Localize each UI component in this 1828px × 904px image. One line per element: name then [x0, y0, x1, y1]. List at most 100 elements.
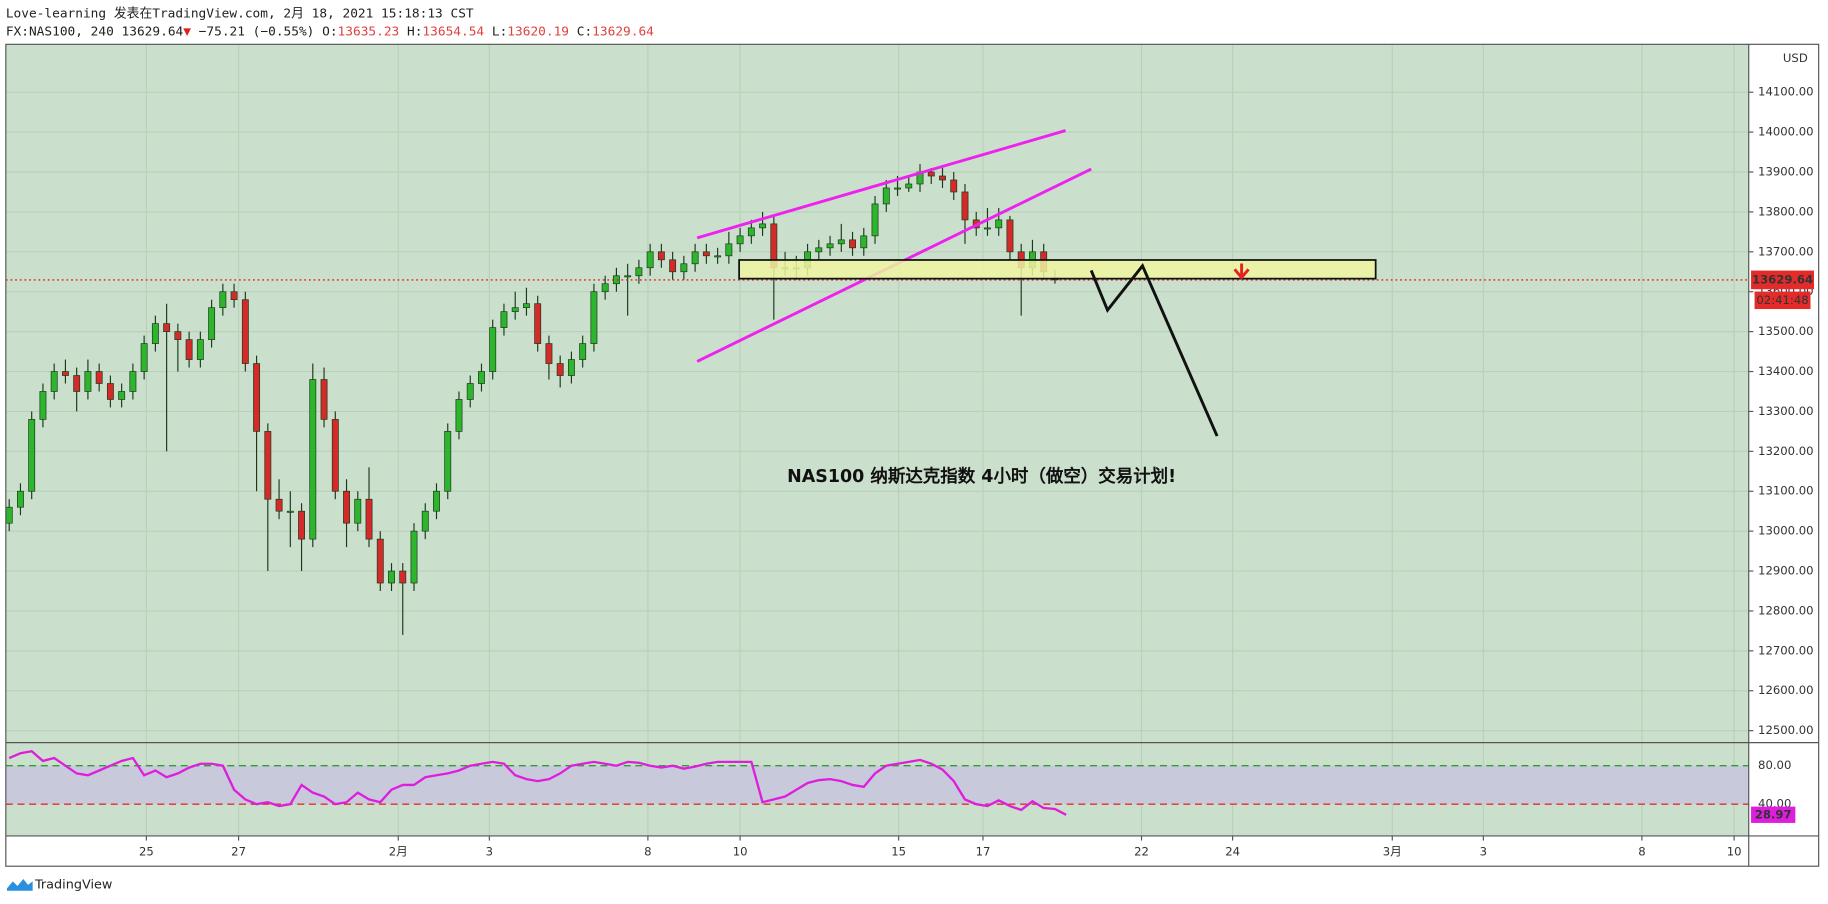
candle-body: [534, 303, 542, 344]
x-tick-label: 24: [1225, 845, 1240, 859]
candle-body: [837, 239, 845, 245]
header-part: O:: [322, 24, 337, 39]
candle-body: [174, 331, 182, 340]
candle-body: [455, 399, 463, 432]
candle-body: [196, 339, 204, 360]
candle-body: [73, 375, 81, 392]
y-tick-label: 13900.00: [1758, 165, 1814, 179]
axes: 12500.00 12600.00 12700.00 12800.00 12900.00…: [139, 85, 1815, 859]
y-tick-label: 12800.00: [1758, 603, 1814, 617]
candle-body: [950, 179, 958, 193]
y-tick-label: 13500.00: [1758, 324, 1814, 338]
y-tick-label: 12700.00: [1758, 643, 1814, 657]
candle-body: [725, 243, 733, 257]
header-part: 13654.54: [422, 24, 484, 39]
path-drawing: [1089, 263, 1219, 437]
x-tick-label: 27: [231, 845, 246, 859]
header-part: ▼: [183, 24, 191, 39]
candle-body: [871, 203, 879, 237]
y-tick-label: 13300.00: [1758, 404, 1814, 418]
header-symbol: FX:NAS100, 240 13629.64▼ −75.21 (−0.55%)…: [6, 24, 654, 39]
candle-body: [95, 371, 103, 384]
y-tick-label: 12900.00: [1758, 564, 1814, 578]
y-tick-label: 13400.00: [1758, 364, 1814, 378]
header-part: 13635.23: [338, 24, 400, 39]
candle-body: [376, 538, 384, 584]
candle-body: [185, 339, 193, 360]
candle-body: [612, 275, 620, 285]
candle-body: [61, 371, 69, 376]
candle-body: [511, 307, 519, 313]
candle-body: [635, 267, 643, 277]
header-part: 13620.19: [507, 24, 569, 39]
y-tick-label: 14100.00: [1758, 85, 1814, 99]
y-tick-label: 13100.00: [1758, 484, 1814, 498]
x-tick-label: 8: [644, 845, 651, 859]
candle-body: [230, 291, 238, 301]
plot-background: [5, 44, 1749, 836]
header-part: 13629.64: [592, 24, 654, 39]
candle-body: [702, 251, 710, 257]
rsi-label-box: [1751, 806, 1796, 823]
candle-body: [50, 371, 58, 392]
candle-body: [736, 235, 744, 245]
candle-body: [365, 498, 373, 540]
candle-body: [939, 175, 946, 181]
candle-body: [466, 383, 474, 400]
currency: USD: [1783, 51, 1808, 65]
header-part: L:: [484, 24, 507, 39]
x-tick-label: 17: [976, 845, 991, 859]
candle-body: [545, 343, 553, 364]
candle-body: [601, 283, 609, 293]
candle-body: [590, 291, 598, 344]
candle-body: [410, 530, 418, 584]
header-line: Love-learning 发表在TradingView.com, 2月 18,…: [6, 6, 474, 22]
x-tick-label: 3: [486, 845, 493, 859]
y-tick-label: 13700.00: [1758, 244, 1814, 258]
candle-body: [343, 490, 350, 524]
candle-body: [680, 263, 688, 273]
candle-body: [905, 183, 913, 189]
candle-body: [219, 291, 227, 309]
candle-body: [106, 383, 114, 400]
candle-body: [927, 171, 935, 177]
y-tick-label: 80.00: [1758, 758, 1791, 772]
candle-body: [759, 223, 767, 229]
candle-body: [331, 419, 339, 492]
candle-body: [984, 227, 991, 230]
candle-body: [657, 251, 665, 261]
countdown-box: [1754, 291, 1811, 310]
x-tick-label: 10: [1727, 845, 1742, 859]
candle-body: [826, 243, 834, 249]
candle-body: [140, 343, 148, 372]
candle-body: [253, 363, 261, 432]
y-tick-label: 13000.00: [1758, 524, 1814, 538]
header-part: H:: [399, 24, 422, 39]
logo-icon: [6, 879, 33, 891]
x-tick-label: 3: [1480, 845, 1487, 859]
candle-body: [118, 391, 126, 400]
candle-body: [691, 251, 699, 265]
y-tick-label: 13800.00: [1758, 204, 1814, 218]
candle-body: [84, 371, 92, 392]
candle-body: [894, 187, 901, 190]
candle-body: [39, 391, 47, 420]
y-tick-label: 12500.00: [1758, 723, 1814, 737]
x-tick-label: 8: [1638, 845, 1645, 859]
x-tick-label: 22: [1134, 845, 1149, 859]
candle-body: [421, 510, 429, 532]
candle-body: [129, 371, 137, 392]
arrow: [1233, 263, 1250, 280]
trend-line: [696, 129, 1066, 240]
candle-body: [286, 510, 294, 513]
candle-body: [478, 371, 485, 384]
zone-rectangle: [738, 259, 1377, 280]
candle-body: [747, 227, 755, 237]
y-tick-label: 12600.00: [1758, 683, 1814, 697]
candle-body: [151, 323, 159, 344]
frame: [5, 43, 1820, 867]
y-tick-label: 13200.00: [1758, 444, 1814, 458]
candle-body: [399, 570, 407, 584]
candle-body: [444, 431, 452, 492]
rsi-label: 28.97: [1755, 807, 1792, 821]
